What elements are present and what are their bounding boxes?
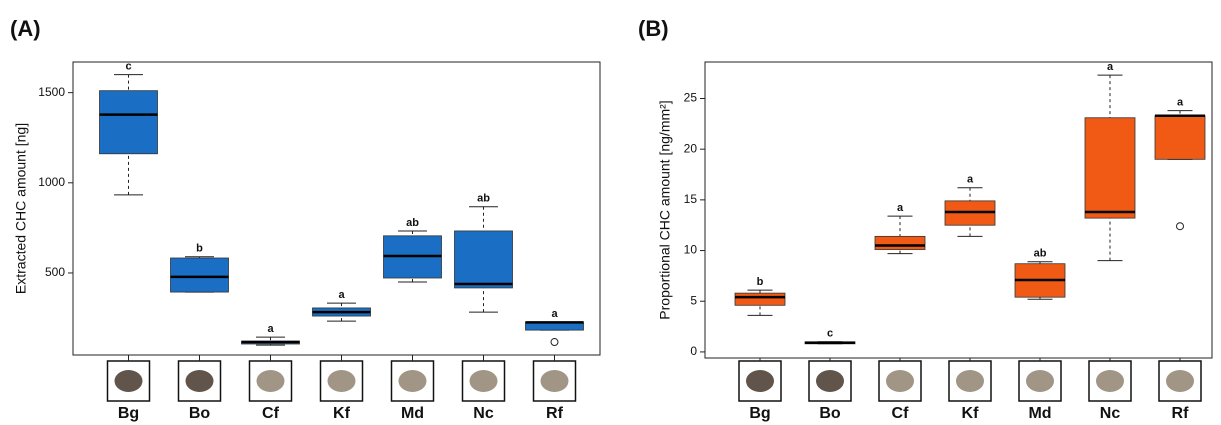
- specimen-image: [115, 370, 143, 392]
- significance-letter: a: [551, 308, 558, 320]
- y-tick-label: 500: [45, 265, 65, 279]
- specimen-image: [746, 370, 774, 392]
- specimen-image: [328, 370, 356, 392]
- y-axis-label: Extracted CHC amount [ng]: [13, 123, 29, 294]
- x-tick-label: Kf: [962, 405, 980, 422]
- y-tick-label: 15: [684, 192, 698, 206]
- specimen-image: [470, 370, 498, 392]
- specimen-image: [816, 370, 844, 392]
- specimen-image: [399, 370, 427, 392]
- x-tick-label: Bo: [819, 405, 841, 422]
- y-tick-label: 0: [690, 344, 697, 358]
- specimen-image: [886, 370, 914, 392]
- x-tick-label: Nc: [473, 405, 494, 422]
- x-tick-label: Kf: [333, 405, 351, 422]
- outlier: [551, 339, 558, 346]
- box: [100, 91, 158, 154]
- significance-letter: c: [125, 61, 131, 73]
- significance-letter: a: [267, 323, 274, 335]
- significance-letter: ab: [1034, 248, 1047, 260]
- y-tick-label: 5: [690, 293, 697, 307]
- panel-title: (B): [638, 16, 669, 41]
- specimen-image: [257, 370, 285, 392]
- x-tick-label: Rf: [1172, 405, 1190, 422]
- x-tick-label: Bg: [749, 405, 770, 422]
- significance-letter: a: [967, 174, 974, 186]
- box: [171, 258, 229, 292]
- box: [735, 293, 785, 305]
- x-tick-label: Nc: [1100, 405, 1121, 422]
- x-tick-label: Cf: [892, 405, 910, 422]
- box: [1155, 116, 1205, 160]
- box: [1085, 118, 1135, 218]
- specimen-image: [541, 370, 569, 392]
- x-tick-label: Bg: [118, 405, 139, 422]
- specimen-image: [956, 370, 984, 392]
- outlier: [1177, 223, 1184, 230]
- specimen-image: [1026, 370, 1054, 392]
- panel-title: (A): [10, 16, 41, 41]
- x-tick-label: Md: [401, 405, 424, 422]
- significance-letter: a: [338, 289, 345, 301]
- y-axis-label: Proportional CHC amount [ng/mm²]: [657, 100, 673, 319]
- significance-letter: b: [196, 243, 203, 255]
- y-tick-label: 1500: [38, 85, 65, 99]
- significance-letter: a: [1107, 61, 1114, 73]
- figure: (A) (B) 500 1000 1500 Extracted CHC amount …: [0, 0, 1221, 425]
- y-tick-label: 20: [684, 141, 698, 155]
- y-tick-label: 10: [684, 243, 698, 257]
- specimen-image: [1166, 370, 1194, 392]
- significance-letter: ab: [406, 217, 419, 229]
- y-tick-label: 1000: [38, 175, 65, 189]
- specimen-image: [1096, 370, 1124, 392]
- y-tick-label: 25: [684, 91, 698, 105]
- x-tick-label: Md: [1028, 405, 1051, 422]
- significance-letter: ab: [477, 193, 490, 205]
- x-tick-label: Bo: [189, 405, 211, 422]
- x-tick-label: Rf: [546, 405, 564, 422]
- specimen-image: [186, 370, 214, 392]
- significance-letter: c: [827, 328, 833, 340]
- significance-letter: b: [757, 276, 764, 288]
- box: [875, 236, 925, 249]
- box: [455, 231, 513, 288]
- x-tick-label: Cf: [262, 405, 280, 422]
- significance-letter: a: [1177, 97, 1184, 109]
- significance-letter: a: [897, 202, 904, 214]
